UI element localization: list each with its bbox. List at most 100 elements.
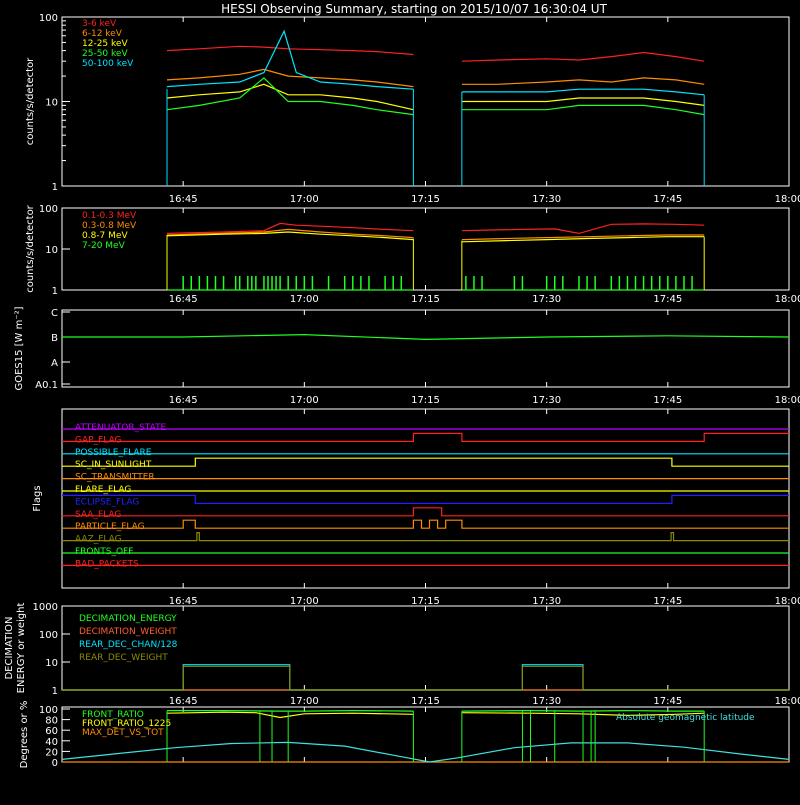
flag-label: PARTICLE_FLAG xyxy=(75,522,145,532)
series-line-0-8-7-mev xyxy=(166,231,414,241)
ratios-ytick-label: 0 xyxy=(52,758,58,769)
time-tick-label: 17:45 xyxy=(653,596,682,607)
time-tick-label: 16:45 xyxy=(169,395,198,406)
ratios-ytick-label: 100 xyxy=(39,705,58,716)
flag-label: ECLIPSE_FLAG xyxy=(75,497,139,507)
chart-title: HESSI Observing Summary, starting on 201… xyxy=(221,2,607,16)
legend-entry: 6-12 keV xyxy=(82,29,123,39)
ratios-ytick-label: 20 xyxy=(45,747,58,758)
time-tick-label: 17:00 xyxy=(290,194,319,205)
flag-label: AAZ_FLAG xyxy=(75,535,122,545)
time-tick-label: 17:45 xyxy=(653,395,682,406)
legend-entry: REAR_DEC_WEIGHT xyxy=(79,653,168,663)
series-line-0-3-0-8-mev xyxy=(461,234,705,241)
time-tick-label: 16:45 xyxy=(169,596,198,607)
series-line-0-1-0-3-mev xyxy=(461,223,705,235)
time-tick-label: 16:45 xyxy=(169,194,198,205)
y-axis-label: counts/s/detector xyxy=(25,204,36,292)
series-line-12-25-kev xyxy=(461,97,705,106)
y-axis-label: GOES15 [W m⁻²] xyxy=(14,306,25,390)
legend-entry: FRONT_RATIO_1225 xyxy=(82,719,171,729)
time-tick-label: 17:30 xyxy=(532,395,561,406)
time-tick-label: 18:00 xyxy=(775,294,800,305)
flag-label: FRONTS_OFF xyxy=(75,547,133,557)
time-tick-label: 17:45 xyxy=(653,194,682,205)
geomagnetic-latitude-annotation: Absolute geomagnetic latitude xyxy=(616,713,755,723)
y-axis-label-line1: DECIMATION xyxy=(4,616,15,679)
legend-entry: REAR_DEC_CHAN/128 xyxy=(79,640,178,650)
series-line-6-12-kev xyxy=(461,77,705,85)
flag-label: SC_TRANSMITTER xyxy=(75,473,155,483)
time-tick-label: 17:30 xyxy=(532,294,561,305)
legend-entry: 50-100 keV xyxy=(82,59,134,69)
legend-entry: 0.8-7 MeV xyxy=(82,231,128,241)
legend-entry: MAX_DET_VS_TOT xyxy=(82,728,164,738)
flag-line-aaz-flag xyxy=(62,532,789,542)
flag-label: SAA_FLAG xyxy=(75,510,121,520)
time-tick-label: 17:30 xyxy=(532,696,561,707)
decimation-ytick-label: 10 xyxy=(45,658,58,669)
series-line-0-1-0-3-mev xyxy=(166,222,414,234)
time-tick-label: 17:00 xyxy=(290,696,319,707)
time-tick-label: 16:45 xyxy=(169,294,198,305)
flag-line-eclipse-flag xyxy=(62,494,789,504)
flag-label: GAP_FLAG xyxy=(75,435,121,445)
y-axis-label-line2: ENERGY or weight xyxy=(16,603,27,694)
flag-line-sc-in-sunlight xyxy=(62,457,789,467)
time-tick-label: 17:15 xyxy=(411,696,440,707)
goes-ytick-label: B xyxy=(51,333,58,344)
series-line-0-3-0-8-mev xyxy=(166,228,414,239)
flag-label: SC_IN_SUNLIGHT xyxy=(75,460,152,470)
series-line-goes15 xyxy=(62,333,790,341)
series-line-12-25-kev xyxy=(166,83,414,111)
time-tick-label: 17:45 xyxy=(653,294,682,305)
flags-frame xyxy=(61,408,790,589)
legend-entry: FRONT_RATIO xyxy=(82,710,144,720)
legend-entry: 3-6 keV xyxy=(82,19,117,29)
flag-label: FLARE_FLAG xyxy=(75,485,131,495)
time-tick-label: 17:00 xyxy=(290,294,319,305)
flag-line-particle-flag xyxy=(62,519,789,529)
series-line-25-50-kev xyxy=(461,104,705,116)
high-energy-ytick-label: 1 xyxy=(52,286,58,297)
time-tick-label: 17:00 xyxy=(290,395,319,406)
time-tick-label: 17:45 xyxy=(653,696,682,707)
flag-label: BAD_PACKETS xyxy=(75,559,139,569)
series-line-3-6-kev xyxy=(461,51,705,62)
goes-ytick-label: A xyxy=(51,358,58,369)
time-tick-label: 18:00 xyxy=(775,194,800,205)
count-rates-ytick-label: 10 xyxy=(45,98,58,109)
series-line-50-100-kev xyxy=(166,29,414,90)
time-tick-label: 18:00 xyxy=(775,395,800,406)
flag-label: ATTENUATOR_STATE xyxy=(75,423,167,433)
goes-ytick-label: A0.1 xyxy=(35,380,58,391)
goes-ytick-label: C xyxy=(51,308,58,319)
series-line-front-ratio xyxy=(461,709,705,712)
high-energy-ytick-label: 100 xyxy=(39,204,58,215)
decimation-panel: 1 10 100 1000 DECIMATION ENERGY or weight DECI… xyxy=(4,602,800,707)
ratios-ytick-label: 60 xyxy=(45,726,58,737)
decimation-ytick-label: 100 xyxy=(39,630,58,641)
series-line-rear-dec-weight xyxy=(62,665,789,691)
legend-entry: 7-20 MeV xyxy=(82,241,126,251)
time-tick-label: 17:00 xyxy=(290,596,319,607)
high-energy-frame xyxy=(61,207,790,291)
series-line-50-100-kev xyxy=(461,88,705,96)
series-line-6-12-kev xyxy=(166,68,414,88)
time-tick-label: 18:00 xyxy=(775,596,800,607)
flags-panel: Flags ATTENUATOR_STATE GAP_FLAG POSSIBLE_FL… xyxy=(32,408,800,607)
time-tick-label: 17:30 xyxy=(532,596,561,607)
count-rates-ytick-label: 100 xyxy=(39,13,58,24)
time-tick-label: 17:15 xyxy=(411,395,440,406)
ratios-ytick-label: 40 xyxy=(45,737,58,748)
goes-panel: A0.1 A B C GOES15 [W m⁻²] 16:45 17:00 17:15 17:3… xyxy=(14,306,800,406)
series-line-front-ratio-1225 xyxy=(461,712,705,717)
goes-frame xyxy=(61,309,790,388)
y-axis-label: Degrees or % xyxy=(19,701,30,769)
y-axis-label: Flags xyxy=(32,485,43,511)
flag-line-gap-flag xyxy=(62,432,789,442)
